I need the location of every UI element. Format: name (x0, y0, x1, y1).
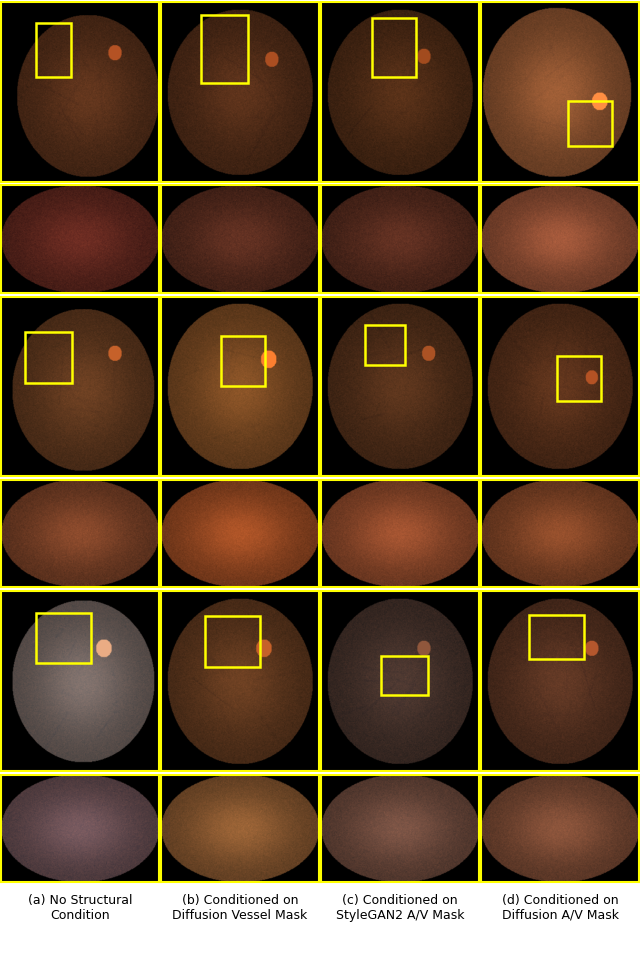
Text: (c) Conditioned on
StyleGAN2 A/V Mask: (c) Conditioned on StyleGAN2 A/V Mask (336, 894, 464, 922)
Text: (b) Conditioned on
Diffusion Vessel Mask: (b) Conditioned on Diffusion Vessel Mask (172, 894, 308, 922)
Text: (a) No Structural
Condition: (a) No Structural Condition (28, 894, 132, 922)
Bar (25, 332, 72, 383)
Bar (557, 355, 601, 401)
Bar (205, 616, 260, 667)
Bar (36, 612, 91, 663)
Bar (365, 326, 404, 365)
Bar (568, 100, 612, 146)
Bar (201, 14, 248, 83)
Bar (36, 23, 70, 77)
Bar (381, 656, 428, 696)
Bar (529, 614, 584, 660)
Bar (372, 18, 416, 77)
Bar (221, 336, 265, 386)
Text: (d) Conditioned on
Diffusion A/V Mask: (d) Conditioned on Diffusion A/V Mask (502, 894, 618, 922)
